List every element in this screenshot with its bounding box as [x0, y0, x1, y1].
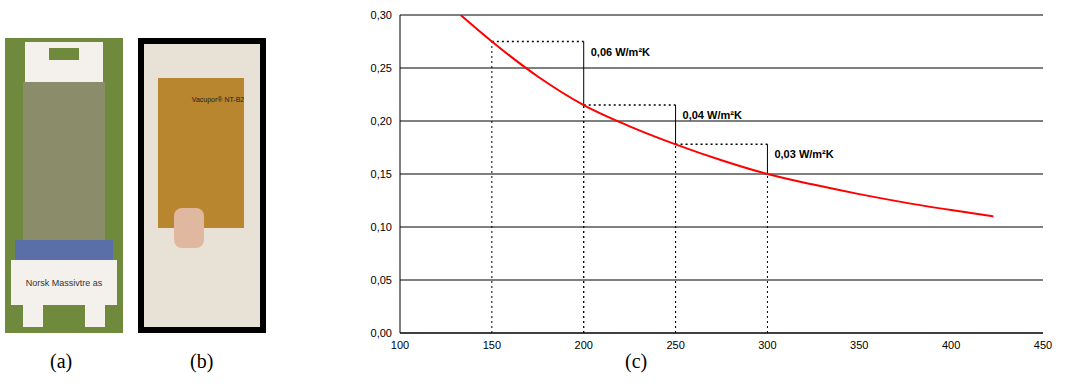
svg-text:0,20: 0,20 [371, 115, 392, 127]
svg-text:150: 150 [483, 339, 501, 351]
svg-text:350: 350 [850, 339, 868, 351]
html-text:(b): (b) [190, 350, 214, 372]
svg-text:0,04 W/m²K: 0,04 W/m²K [683, 109, 742, 121]
svg-text:450: 450 [1034, 339, 1052, 351]
svg-text:400: 400 [942, 339, 960, 351]
svg-text:0,25: 0,25 [371, 62, 392, 74]
svg-text:300: 300 [758, 339, 776, 351]
html-text:(c): (c) [625, 350, 648, 372]
svg-text:Vacupor® NT-B2: Vacupor® NT-B2 [192, 96, 245, 104]
svg-text:0,03 W/m²K: 0,03 W/m²K [774, 148, 833, 160]
svg-text:0,15: 0,15 [371, 168, 392, 180]
html-text:(a): (a) [50, 350, 73, 372]
svg-text:250: 250 [666, 339, 684, 351]
svg-text:0,06 W/m²K: 0,06 W/m²K [591, 46, 650, 58]
svg-text:0,30: 0,30 [371, 9, 392, 21]
svg-text:100: 100 [391, 339, 409, 351]
svg-text:Norsk Massivtre as: Norsk Massivtre as [26, 278, 103, 288]
svg-text:0,10: 0,10 [371, 221, 392, 233]
svg-text:200: 200 [575, 339, 593, 351]
svg-text:0,05: 0,05 [371, 274, 392, 286]
svg-text:0,00: 0,00 [371, 327, 392, 339]
